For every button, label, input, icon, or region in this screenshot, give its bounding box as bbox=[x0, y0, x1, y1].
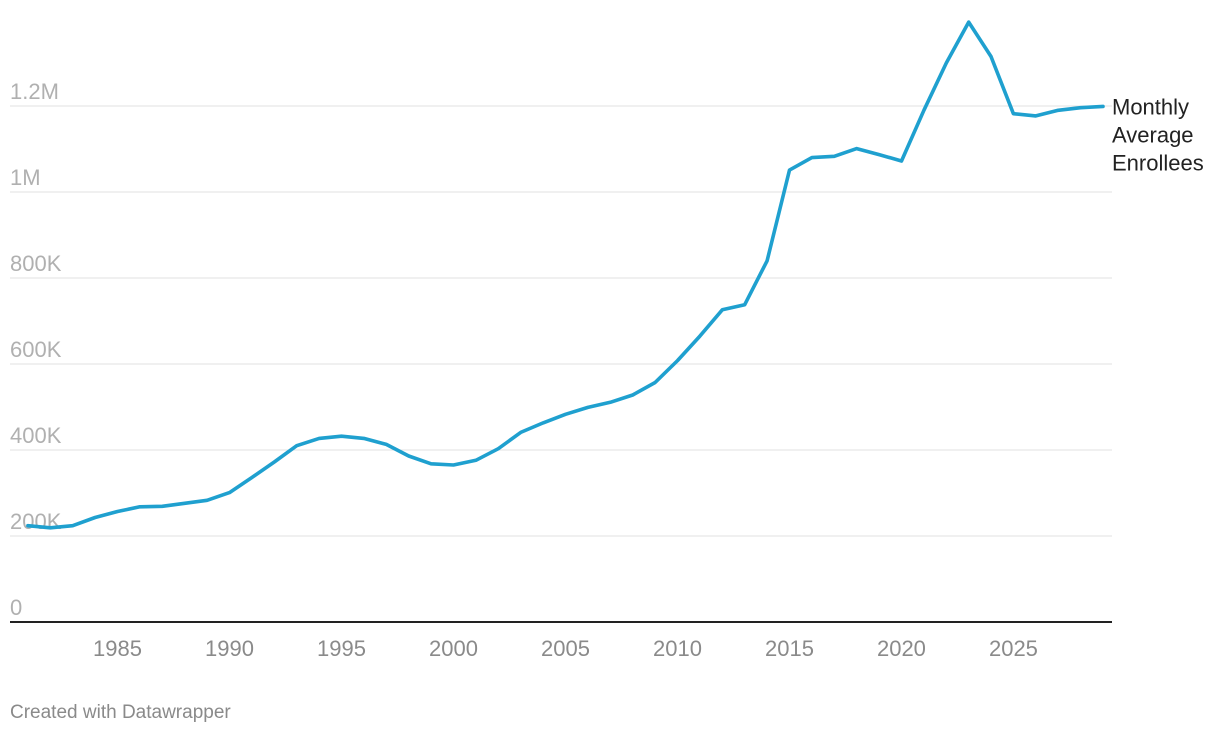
x-tick-label: 1995 bbox=[317, 636, 366, 661]
y-tick-label: 1M bbox=[10, 165, 41, 190]
x-tick-label: 2000 bbox=[429, 636, 478, 661]
y-tick-label: 600K bbox=[10, 337, 62, 362]
x-tick-label: 2025 bbox=[989, 636, 1038, 661]
gridlines bbox=[10, 105, 1112, 537]
y-tick-label: 800K bbox=[10, 251, 62, 276]
series-label-line: Enrollees bbox=[1112, 150, 1204, 175]
series-layer bbox=[26, 20, 1105, 530]
x-tick-label: 1990 bbox=[205, 636, 254, 661]
y-axis-ticks: 0 200K 400K 600K 800K 1M 1.2M bbox=[10, 79, 62, 620]
line-chart: 0 200K 400K 600K 800K 1M 1.2M 1985 1990 1995 2000… bbox=[10, 20, 1204, 661]
y-tick-label: 1.2M bbox=[10, 79, 59, 104]
x-tick-label: 2015 bbox=[765, 636, 814, 661]
y-tick-label: 0 bbox=[10, 595, 22, 620]
y-tick-label: 400K bbox=[10, 423, 62, 448]
series-line-monthly-average-enrollees bbox=[26, 20, 1105, 530]
series-label-line: Average bbox=[1112, 122, 1194, 147]
x-tick-label: 2010 bbox=[653, 636, 702, 661]
x-axis-ticks: 1985 1990 1995 2000 2005 2010 2015 2020 2025 bbox=[93, 636, 1038, 661]
x-tick-label: 1985 bbox=[93, 636, 142, 661]
x-tick-label: 2020 bbox=[877, 636, 926, 661]
x-tick-label: 2005 bbox=[541, 636, 590, 661]
datawrapper-credit: Created with Datawrapper bbox=[10, 702, 231, 723]
y-tick-label: 200K bbox=[10, 509, 62, 534]
series-labels: Monthly Average Enrollees bbox=[1112, 94, 1204, 175]
series-label-line: Monthly bbox=[1112, 94, 1189, 119]
